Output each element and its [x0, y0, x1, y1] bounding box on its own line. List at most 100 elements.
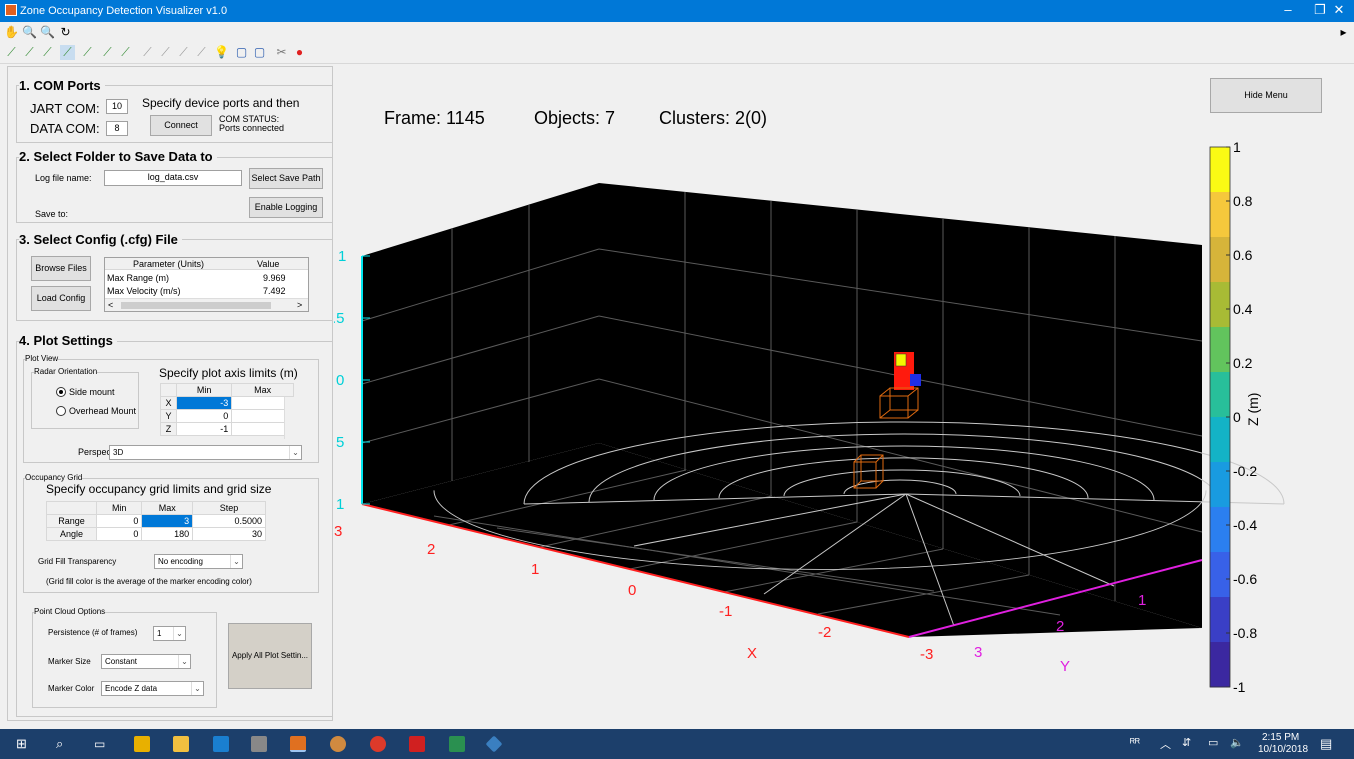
view-icon[interactable]: ⟋ [103, 45, 112, 59]
marker-color-select[interactable]: Encode Z data ⌄ [101, 681, 204, 696]
clock-time[interactable]: 2:15 PM [1262, 732, 1300, 743]
zoom-in-icon[interactable]: 🔍 [22, 25, 37, 39]
stop-icon[interactable]: ● [295, 45, 304, 59]
range-max-cell[interactable]: 3 [141, 514, 194, 528]
matlab-icon[interactable] [290, 736, 306, 752]
select-save-path-button[interactable]: Select Save Path [249, 168, 323, 189]
chrome-icon[interactable] [370, 736, 386, 752]
task-view-icon[interactable]: ▭ [94, 737, 106, 751]
data-com-input[interactable]: 8 [106, 121, 128, 136]
start-icon[interactable]: ⊞ [16, 736, 27, 751]
angle-step-cell[interactable]: 30 [192, 527, 266, 541]
col-max: Max [141, 501, 194, 515]
view-icon[interactable]: ⟋ [179, 45, 188, 59]
lightbulb-icon[interactable]: 💡 [214, 45, 229, 59]
overhead-mount-radio[interactable] [56, 406, 66, 416]
chevron-down-icon: ⌄ [289, 446, 301, 459]
search-icon[interactable]: ⌕ [56, 736, 64, 751]
colorbar-tick-label: -1 [1233, 679, 1246, 695]
volume-icon[interactable]: 🔈 [1230, 737, 1244, 749]
notifications-icon[interactable]: ▤ [1320, 736, 1333, 751]
browse-files-button[interactable]: Browse Files [31, 256, 91, 281]
enable-logging-button[interactable]: Enable Logging [249, 197, 323, 218]
side-mount-label: Side mount [69, 387, 115, 397]
z-min-cell[interactable]: -1 [175, 422, 233, 436]
network-icon[interactable]: ⇵ [1182, 737, 1192, 749]
angle-max-cell[interactable]: 180 [141, 527, 194, 541]
axis-table-v-scrollbar[interactable] [284, 397, 296, 439]
calculator-icon[interactable] [251, 736, 267, 752]
hide-menu-button[interactable]: Hide Menu [1210, 78, 1322, 113]
range-step-cell[interactable]: 0.5000 [192, 514, 266, 528]
zoom-out-icon[interactable]: 🔍 [40, 25, 55, 39]
window-title: Zone Occupancy Detection Visualizer v1.0 [20, 5, 228, 17]
config-row-param: Max Range (m) [107, 273, 170, 283]
config-col-value: Value [257, 259, 280, 269]
view-icon[interactable]: ⟋ [197, 45, 206, 59]
side-mount-radio[interactable] [56, 387, 66, 397]
view-icon[interactable]: ⟋ [121, 45, 130, 59]
battery-icon[interactable]: ▭ [1208, 737, 1219, 749]
people-icon[interactable]: ᴿᴿ [1130, 737, 1140, 749]
x-axis [361, 503, 910, 638]
view-icon[interactable]: ⟋ [7, 45, 16, 59]
z-tick-labels: 1 .5 0 5 1 [334, 248, 346, 513]
transparency-select[interactable]: No encoding ⌄ [154, 554, 243, 569]
config-table[interactable]: Parameter (Units) Value Max Range (m) 9.… [104, 257, 309, 312]
app-icon[interactable] [485, 735, 503, 753]
view-icon[interactable]: ⟋ [161, 45, 170, 59]
log-file-input[interactable]: log_data.csv [104, 170, 242, 186]
x-tick-labels: 3 2 1 0 -1 -2 -3 X [334, 523, 933, 663]
box-icon[interactable]: ▢ [253, 45, 266, 59]
maximize-button[interactable]: ❐ [1314, 2, 1326, 17]
clock-date[interactable]: 10/10/2018 [1258, 744, 1309, 755]
view-icon[interactable]: ⟋ [83, 45, 92, 59]
config-h-scrollbar[interactable]: < > [105, 298, 308, 311]
view-icon[interactable]: ⟋ [43, 45, 52, 59]
acrobat-icon[interactable] [409, 736, 425, 752]
outlook-icon[interactable] [134, 736, 150, 752]
rotate-icon[interactable]: ↻ [60, 25, 71, 39]
pan-icon[interactable]: ✋ [4, 25, 19, 39]
app-icon[interactable] [213, 736, 229, 752]
angle-min-cell[interactable]: 0 [95, 527, 143, 541]
range-min-cell[interactable]: 0 [95, 514, 143, 528]
colorbar-segment [1210, 417, 1230, 463]
minimize-button[interactable]: – [1284, 2, 1292, 17]
view-icon[interactable]: ⟋ [60, 45, 75, 60]
connect-button[interactable]: Connect [150, 115, 212, 136]
colorbar-tick-label: -0.6 [1233, 571, 1257, 587]
excel-icon[interactable] [449, 736, 465, 752]
close-button[interactable]: ✕ [1333, 2, 1345, 17]
file-explorer-icon[interactable] [173, 736, 189, 752]
marker-size-select[interactable]: Constant ⌄ [101, 654, 191, 669]
x-min-cell[interactable]: -3 [175, 396, 233, 410]
persistence-select[interactable]: 1 ⌄ [153, 626, 186, 641]
load-config-button[interactable]: Load Config [31, 286, 91, 311]
y-min-cell[interactable]: 0 [175, 409, 233, 423]
data-com-label: DATA COM: [30, 121, 100, 136]
grid-limits-title: Specify occupancy grid limits and grid s… [46, 482, 272, 496]
perspective-select[interactable]: 3D ⌄ [109, 445, 302, 460]
tracked-object[interactable] [894, 352, 921, 390]
object-bounding-box [853, 454, 884, 489]
com-hint: Specify device ports and then [142, 96, 300, 110]
camera-icon[interactable]: ✂ [276, 45, 287, 59]
chevron-up-icon[interactable]: ︿ [1160, 739, 1171, 751]
view-icon[interactable]: ⟋ [143, 45, 152, 59]
scroll-thumb[interactable] [121, 302, 271, 309]
save-title: 2. Select Folder to Save Data to [19, 149, 217, 164]
uart-com-input[interactable]: 10 [106, 99, 128, 114]
scroll-right-icon[interactable]: > [297, 300, 303, 310]
point-cloud-label: Point Cloud Options [34, 607, 106, 616]
apply-plot-settings-button[interactable]: Apply All Plot Settin... [228, 623, 312, 689]
paint-icon[interactable] [330, 736, 346, 752]
view-icon[interactable]: ⟋ [25, 45, 34, 59]
box-icon[interactable]: ▢ [235, 45, 248, 59]
plot-svg[interactable]: 1 .5 0 5 1 3 2 1 0 -1 -2 -3 X 0 1 2 3 Y … [334, 66, 1354, 721]
colorbar-segment [1210, 552, 1230, 598]
scroll-left-icon[interactable]: < [108, 300, 114, 310]
grid-limits-table[interactable]: Min Max Step Range 0 3 0.5000 Angle 0 180 30 [46, 501, 266, 541]
toolbar-overflow-icon[interactable]: ▸ [1340, 25, 1347, 39]
